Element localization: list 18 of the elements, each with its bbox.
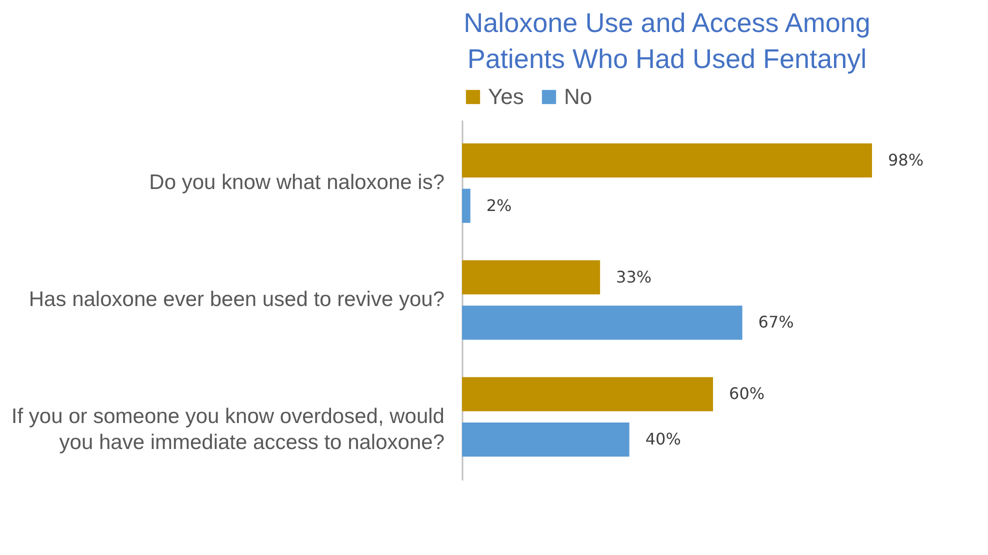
data-label: 67% (758, 312, 794, 332)
bar (462, 143, 872, 178)
data-label: 2% (486, 196, 512, 215)
y-tick-label: Has naloxone ever been used to revive you? (28, 288, 444, 311)
data-label: 40% (645, 430, 681, 449)
legend-label: Yes (488, 84, 524, 109)
chart-title: Naloxone Use and Access Among Patients Who Had Used Fentanyl (464, 8, 870, 74)
y-tick-label: If you or someone you know overdosed, would you have immediate access to naloxone? (11, 404, 444, 454)
bar (462, 188, 470, 223)
legend-label: No (564, 84, 592, 109)
data-label: 33% (616, 267, 652, 286)
bar (462, 260, 600, 294)
bar (462, 377, 714, 412)
bar (462, 422, 630, 457)
data-label: 60% (729, 384, 765, 404)
data-label: 98% (888, 150, 924, 170)
bar (462, 306, 742, 340)
y-tick-label: Do you know what naloxone is? (149, 171, 444, 194)
